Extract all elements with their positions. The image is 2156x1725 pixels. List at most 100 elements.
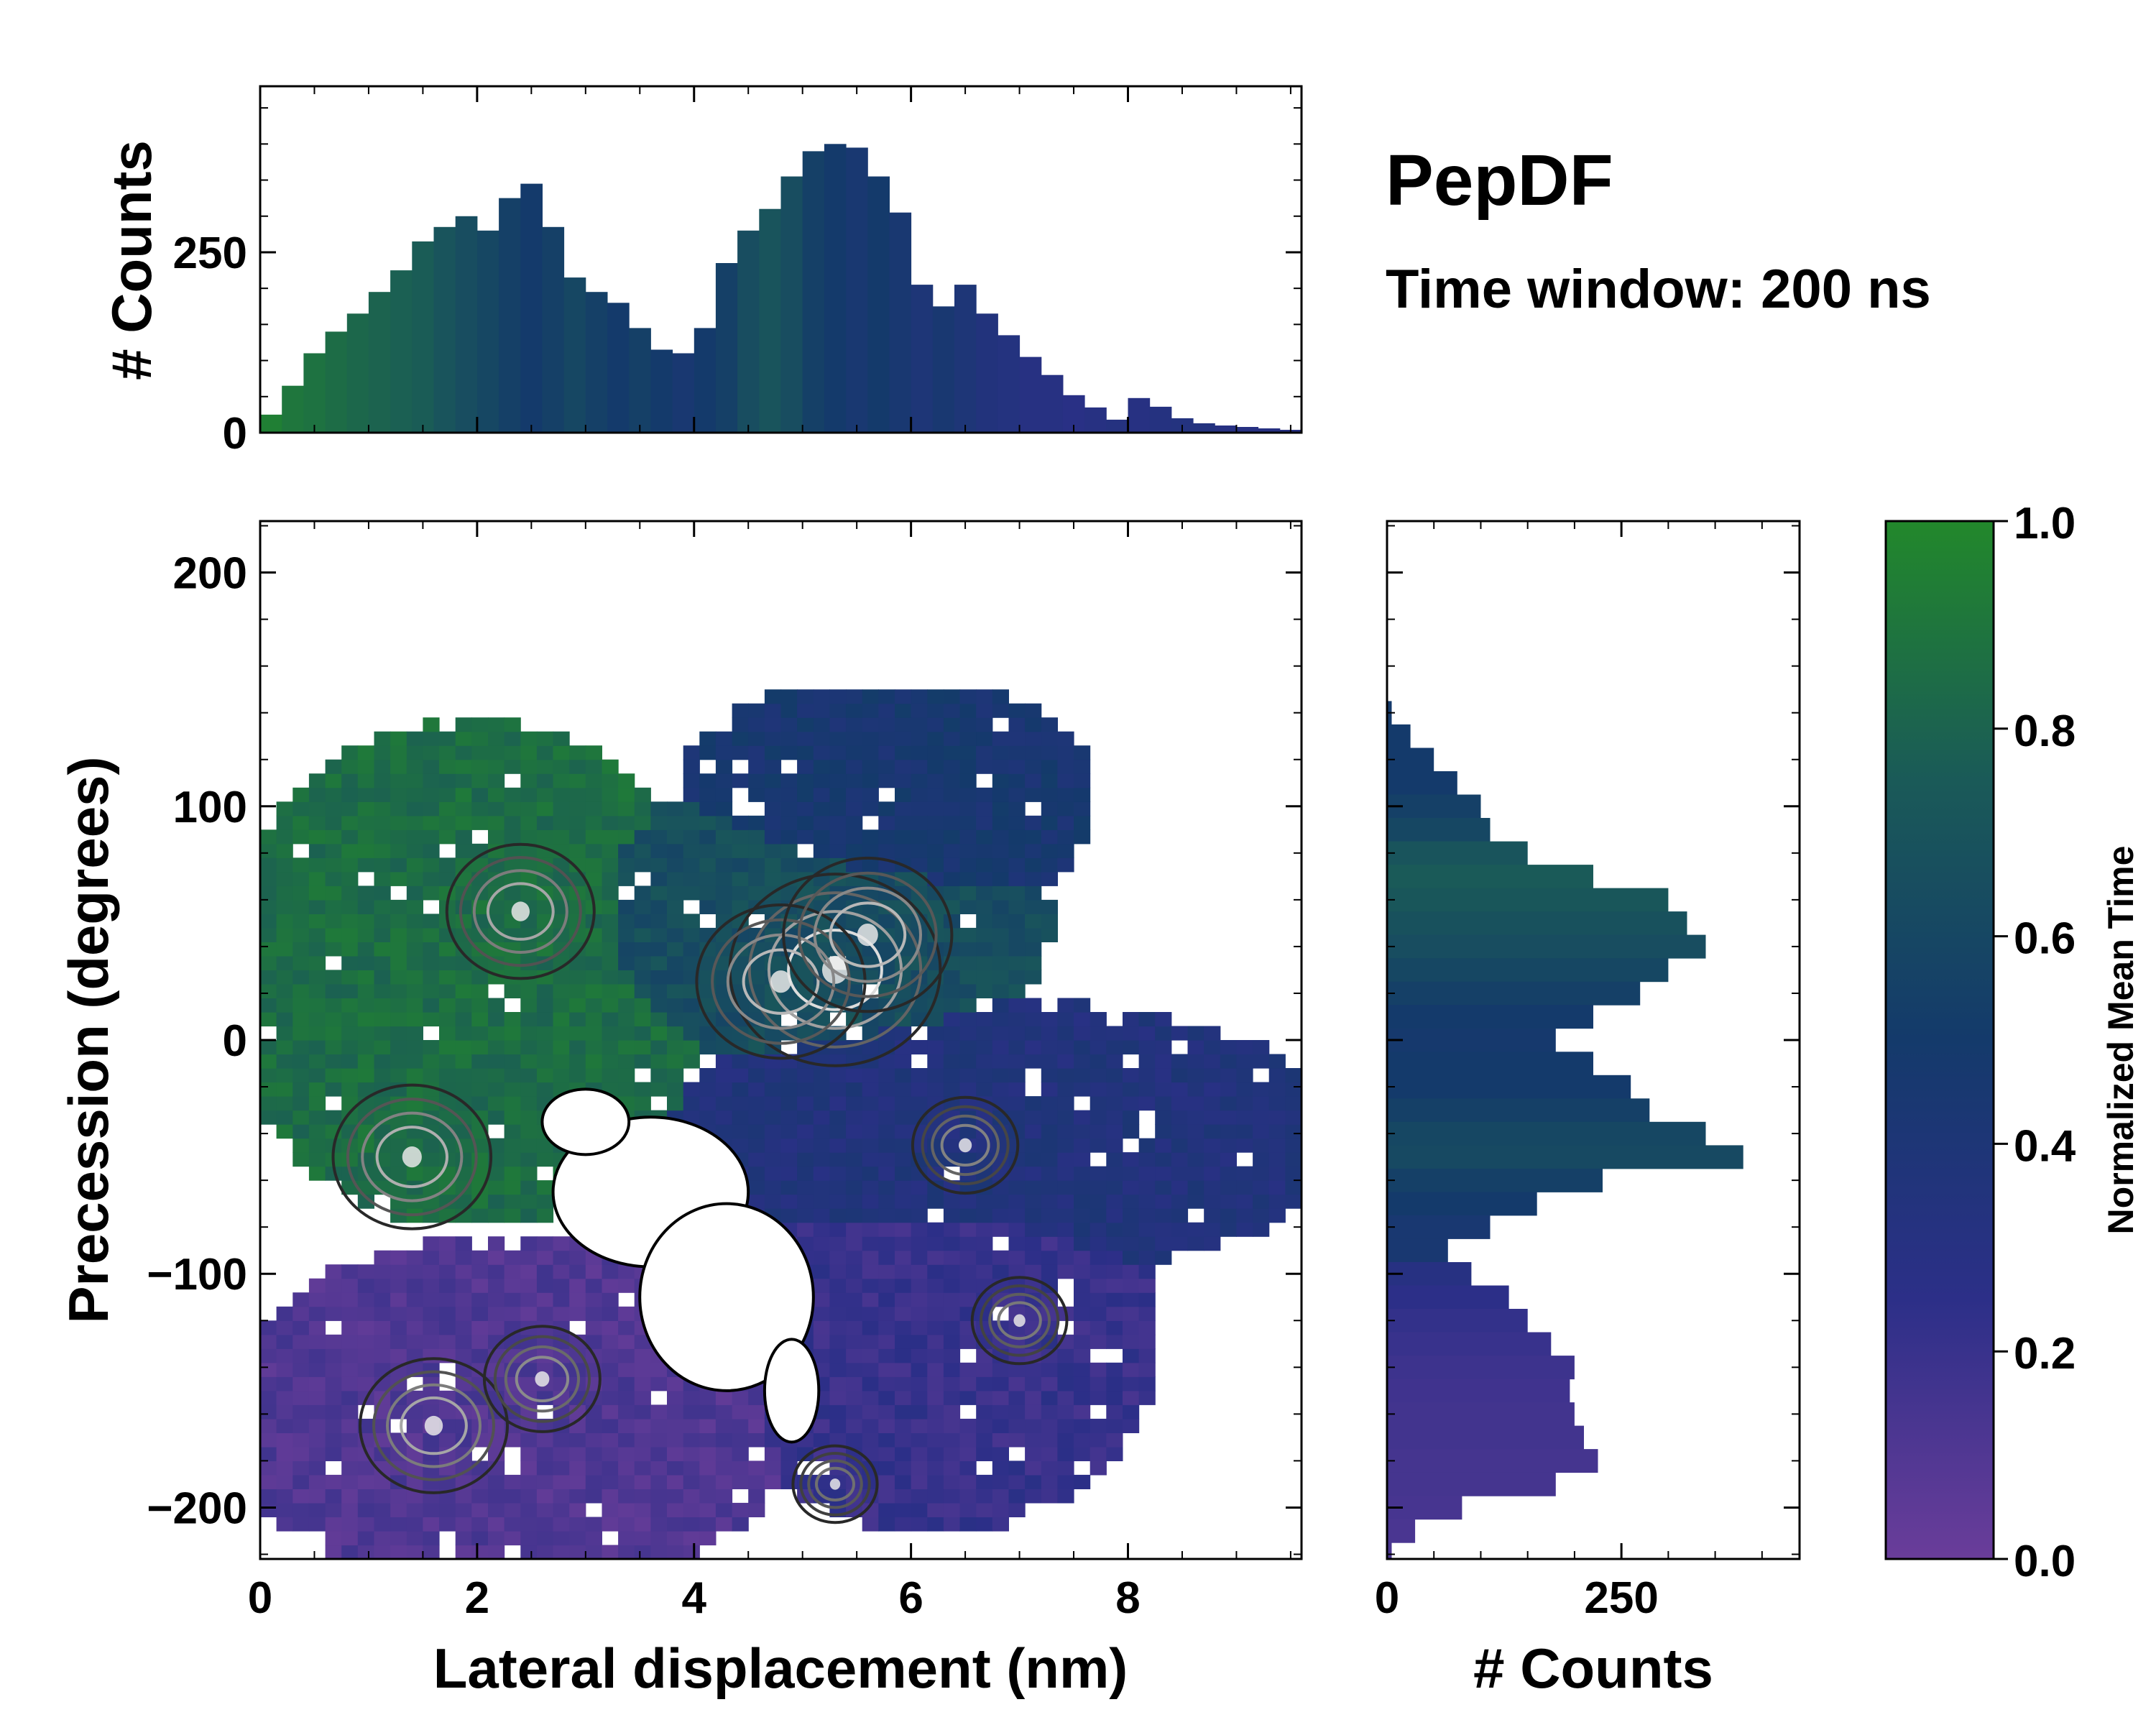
heatmap-cell	[1106, 1320, 1123, 1335]
heatmap-cell	[471, 1040, 489, 1055]
heatmap-cell	[341, 1012, 359, 1027]
heatmap-cell	[764, 815, 782, 830]
heatmap-cell	[780, 1096, 798, 1111]
heatmap-cell	[927, 829, 944, 845]
heatmap-cell	[1171, 1110, 1189, 1125]
heatmap-cell	[276, 983, 293, 998]
heatmap-cell	[520, 1152, 538, 1167]
right-marginal-xlabel: # Counts	[1473, 1637, 1713, 1700]
heatmap-cell	[569, 1026, 586, 1041]
heatmap-cell	[1285, 1194, 1302, 1209]
heatmap-cell	[829, 1404, 847, 1420]
heatmap-cell	[959, 801, 977, 816]
heatmap-cell	[911, 773, 928, 788]
heatmap-cell	[829, 1166, 847, 1181]
heatmap-cell	[943, 1334, 961, 1349]
heatmap-cell	[374, 1278, 391, 1293]
heatmap-cell	[308, 1040, 326, 1055]
heatmap-cell	[895, 1096, 912, 1111]
heatmap-cell	[927, 1194, 944, 1209]
heatmap-cell	[992, 731, 1009, 746]
heatmap-cell	[911, 1320, 928, 1335]
heatmap-cell	[764, 857, 782, 873]
heatmap-cell	[650, 801, 668, 816]
heatmap-cell	[471, 955, 489, 970]
heatmap-cell	[748, 1502, 765, 1517]
heatmap-cell	[992, 1474, 1009, 1489]
heatmap-cell	[308, 1082, 326, 1097]
heatmap-cell	[683, 1474, 700, 1489]
heatmap-cell	[292, 927, 310, 942]
heatmap-cell	[878, 1376, 895, 1392]
heatmap-cell	[1187, 1180, 1204, 1195]
heatmap-cell	[357, 1264, 374, 1279]
heatmap-cell	[780, 787, 798, 802]
heatmap-cell	[1025, 1208, 1042, 1223]
heatmap-cell	[423, 1531, 440, 1546]
heatmap-cell	[976, 1152, 993, 1167]
heatmap-cell	[292, 914, 310, 929]
heatmap-cell	[878, 1110, 895, 1125]
heatmap-cell	[862, 1446, 879, 1461]
heatmap-cell	[992, 1068, 1009, 1083]
heatmap-cell	[1138, 1390, 1156, 1405]
heatmap-cell	[895, 759, 912, 774]
heatmap-cell	[1220, 1110, 1237, 1125]
heatmap-cell	[1074, 1250, 1091, 1265]
heatmap-cell	[260, 1489, 277, 1504]
heatmap-cell	[439, 1124, 456, 1139]
density-peak	[535, 1371, 550, 1387]
heatmap-cell	[1008, 871, 1026, 886]
heatmap-cell	[911, 1166, 928, 1181]
heatmap-cell	[943, 745, 961, 760]
heatmap-cell	[325, 1531, 342, 1546]
heatmap-cell	[992, 942, 1009, 957]
heatmap-cell	[341, 1489, 359, 1504]
heatmap-cell	[862, 1376, 879, 1392]
heatmap-cell	[308, 1474, 326, 1489]
heatmap-cell	[1008, 1068, 1026, 1083]
heatmap-cell	[895, 815, 912, 830]
heatmap-cell	[406, 1320, 423, 1335]
heatmap-cell	[797, 1068, 814, 1083]
heatmap-cell	[715, 773, 733, 788]
heatmap-cell	[683, 801, 700, 816]
heatmap-cell	[699, 1418, 717, 1433]
heatmap-cell	[357, 773, 374, 788]
heatmap-cell	[992, 1082, 1009, 1097]
heatmap-cell	[390, 899, 407, 914]
heatmap-cell	[341, 970, 359, 985]
heatmap-cell	[374, 1040, 391, 1055]
heatmap-cell	[1106, 1306, 1123, 1321]
heatmap-cell	[357, 1489, 374, 1504]
heatmap-cell	[553, 731, 570, 746]
heatmap-cell	[357, 1068, 374, 1083]
heatmap-cell	[846, 1110, 863, 1125]
heatmap-cell	[667, 1068, 684, 1083]
heatmap-cell	[992, 801, 1009, 816]
heatmap-cell	[1089, 1138, 1107, 1153]
heatmap-cell	[618, 843, 635, 858]
heatmap-cell	[959, 1278, 977, 1293]
heatmap-cell	[1074, 1404, 1091, 1420]
heatmap-cell	[829, 1082, 847, 1097]
heatmap-cell	[504, 745, 521, 760]
heatmap-cell	[1106, 1166, 1123, 1181]
heatmap-cell	[976, 843, 993, 858]
heatmap-cell	[943, 1082, 961, 1097]
heatmap-cell	[260, 970, 277, 985]
heatmap-cell	[455, 787, 472, 802]
heatmap-cell	[602, 1292, 619, 1307]
heatmap-cell	[1138, 1306, 1156, 1321]
heatmap-cell	[504, 1166, 521, 1181]
heatmap-cell	[715, 1054, 733, 1069]
heatmap-cell	[439, 1236, 456, 1251]
heatmap-cell	[374, 1531, 391, 1546]
heatmap-cell	[569, 815, 586, 830]
heatmap-cell	[634, 801, 651, 816]
top-bar	[607, 303, 630, 433]
heatmap-cell	[618, 955, 635, 970]
heatmap-cell	[357, 759, 374, 774]
heatmap-cell	[748, 745, 765, 760]
heatmap-cell	[683, 759, 700, 774]
